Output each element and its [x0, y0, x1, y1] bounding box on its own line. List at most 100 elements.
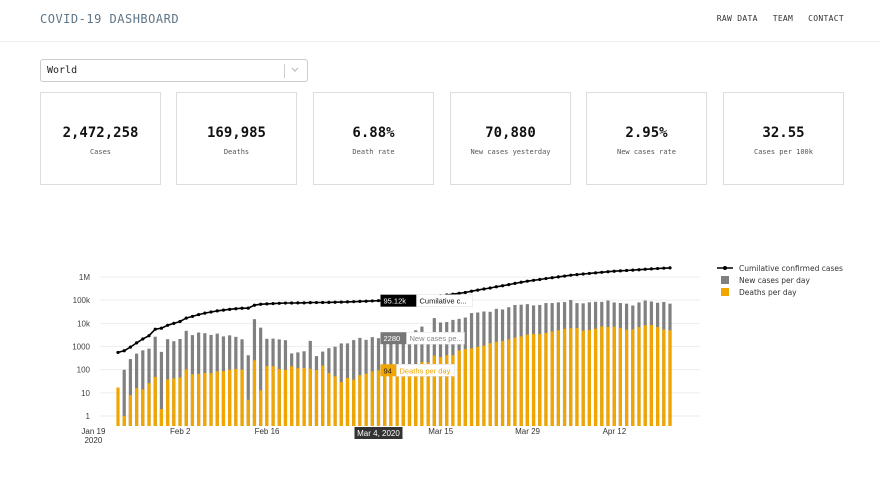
cumulative-point [655, 266, 660, 271]
deaths-bar [600, 326, 604, 426]
hover-new-cases-value: 2280 [383, 334, 400, 343]
chevron-down-icon[interactable] [290, 63, 300, 77]
deaths-bar [283, 369, 288, 426]
cumulative-point [283, 301, 288, 305]
cumulative-point [593, 271, 598, 275]
new-cases-bar [159, 351, 164, 426]
cumulative-point [649, 267, 653, 271]
cumulative-point [190, 314, 195, 319]
cumulative-point [302, 301, 306, 305]
hover-date-label-bg [354, 427, 403, 439]
cumulative-point [550, 276, 554, 280]
legend-item-cumulative[interactable]: Cumilative confirmed cases [717, 262, 843, 274]
hover-cumulative-name: Cumilative c... [419, 297, 466, 306]
nav-contact-link[interactable]: CONTACT [808, 14, 844, 23]
hover-date-label: Mar 4, 2020 [357, 429, 400, 438]
cumulative-point [507, 283, 511, 287]
deaths-bar [457, 350, 461, 426]
deaths-bar [662, 329, 666, 426]
deaths-bar [593, 328, 598, 426]
nav-raw-data-link[interactable]: RAW DATA [716, 14, 758, 23]
hover-new-cases-name: New cases pe... [409, 334, 462, 343]
cumulative-point [370, 299, 374, 303]
y-tick-label: 1M [79, 273, 90, 282]
cumulative-point [606, 270, 610, 274]
deaths-bar [135, 388, 139, 426]
cumulative-point [172, 321, 176, 326]
stat-card-deaths: 169,985 Deaths [176, 92, 297, 185]
legend-item-new-cases[interactable]: New cases per day [717, 274, 843, 286]
deaths-bar [401, 366, 405, 426]
cumulative-point [277, 301, 281, 305]
deaths-bar [556, 330, 560, 426]
cumulative-point [457, 291, 461, 295]
cumulative-point [631, 268, 635, 272]
y-tick-label: 100k [73, 296, 91, 305]
cumulative-point [234, 307, 238, 311]
deaths-bar [147, 383, 151, 426]
legend-label: New cases per day [739, 275, 810, 285]
stat-card-new-cases: 70,880 New cases yesterday [450, 92, 571, 185]
cumulative-point [221, 308, 226, 312]
hover-new-cases-name-bg [406, 331, 465, 345]
cumulative-point [575, 272, 579, 277]
stat-value: 32.55 [762, 125, 805, 141]
cumulative-point [345, 300, 350, 304]
cumulative-point [116, 350, 120, 355]
deaths-bar [190, 374, 195, 426]
hover-deaths-value: 94 [383, 366, 391, 375]
legend-item-deaths[interactable]: Deaths per day [717, 286, 843, 298]
hover-deaths-value-bg [380, 364, 397, 377]
cumulative-point [364, 299, 368, 303]
cumulative-point [531, 278, 536, 282]
deaths-bar [469, 348, 474, 426]
y-axis-ticks: 1 10 100 1000 10k 100k 1M [72, 273, 91, 421]
cumulative-point [569, 273, 573, 277]
cumulative-point [519, 280, 523, 284]
app-title[interactable]: COVID-19 DASHBOARD [40, 12, 180, 26]
x-tick-label: Mar 15 [428, 427, 453, 436]
new-cases-bar [122, 369, 126, 426]
region-select-value: World [47, 65, 78, 76]
deaths-bar [141, 389, 145, 426]
cumulative-point [333, 300, 337, 304]
cumulative-point [469, 289, 474, 293]
deaths-bar [507, 339, 511, 426]
cumulative-point [246, 306, 250, 310]
cumulative-point [600, 270, 604, 274]
deaths-bar [166, 379, 170, 426]
deaths-bar [178, 377, 182, 426]
stat-value: 6.88% [352, 125, 395, 141]
legend-label: Deaths per day [739, 287, 797, 297]
top-navbar: COVID-19 DASHBOARD RAW DATA TEAM CONTACT [0, 0, 880, 42]
nav-team-link[interactable]: TEAM [772, 14, 794, 23]
cumulative-point [463, 290, 467, 295]
deaths-bar [513, 337, 517, 426]
cumulative-point [178, 319, 182, 324]
deaths-bar [184, 369, 188, 426]
deaths-bar [494, 341, 498, 426]
stat-label: Cases [89, 148, 112, 156]
region-select[interactable]: World [40, 59, 308, 82]
deaths-bar [606, 326, 610, 426]
deaths-bar [246, 399, 250, 426]
hover-deaths-name-bg [396, 364, 455, 377]
cumulative-point [494, 285, 498, 289]
deaths-bar [637, 327, 641, 426]
y-tick-label: 100 [77, 366, 91, 375]
cumulative-point [358, 299, 362, 304]
x-tick-label: Feb 2 [170, 427, 191, 436]
deaths-bar [445, 355, 449, 426]
stat-value: 169,985 [206, 125, 266, 141]
x-tick-label: Feb 16 [255, 427, 280, 436]
cumulative-point [618, 269, 622, 273]
new-cases-bar [259, 327, 263, 426]
deaths-bar [581, 330, 585, 426]
cumulative-point [556, 275, 560, 279]
deaths-bar [128, 395, 133, 426]
cumulative-point [203, 311, 207, 315]
stat-label: Cases per 100k [753, 148, 813, 156]
deaths-bar [116, 387, 120, 426]
deaths-bar [531, 334, 536, 426]
